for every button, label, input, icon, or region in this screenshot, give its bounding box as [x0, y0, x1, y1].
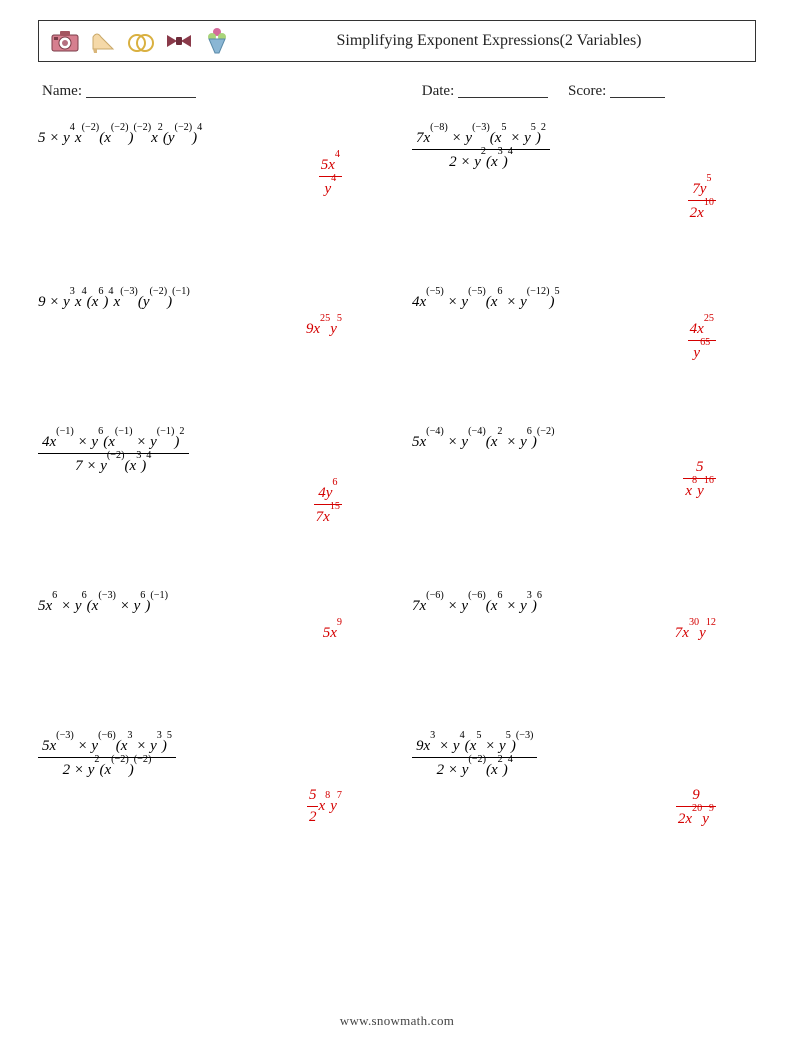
problem-expression: 9 × y3x4(x6)4x(−3)(y(−2))(−1)	[38, 292, 382, 311]
problem-answer: 5x9	[38, 623, 382, 642]
score-blank[interactable]	[610, 83, 665, 98]
shoe-icon	[87, 25, 119, 57]
worksheet-page: Simplifying Exponent Expressions(2 Varia…	[0, 0, 794, 828]
problem-1: 5 × y4x(−2)(x(−2))(−2)x2(y(−2))4 5x4y4	[38, 128, 382, 222]
problem-expression: 9x3 × y4(x5 × y5)(−3)2 × y(−2)(x2)4	[412, 736, 756, 779]
name-blank[interactable]	[86, 83, 196, 98]
problem-4: 4x(−5) × y(−5)(x6 × y(−12))5 4x25y65	[412, 292, 756, 362]
problem-expression: 5x(−4) × y(−4)(x2 × y6)(−2)	[412, 432, 756, 451]
date-blank[interactable]	[458, 83, 548, 98]
footer-url: www.snowmath.com	[0, 1013, 794, 1029]
problem-answer: 4x25y65	[412, 319, 756, 362]
problem-expression: 4x(−1) × y6(x(−1) × y(−1))27 × y(−2)(x3)…	[38, 432, 382, 475]
problems-grid: 5 × y4x(−2)(x(−2))(−2)x2(y(−2))4 5x4y4 7x(…	[38, 128, 756, 828]
worksheet-title: Simplifying Exponent Expressions(2 Varia…	[233, 32, 745, 50]
icecream-icon	[201, 25, 233, 57]
problem-expression: 5x6 × y6(x(−3) × y6)(−1)	[38, 596, 382, 615]
problem-8: 7x(−6) × y(−6)(x6 × y3)6 7x30y12	[412, 596, 756, 666]
problem-answer: 92x20y9	[412, 787, 756, 828]
rings-icon	[125, 25, 157, 57]
problem-3: 9 × y3x4(x6)4x(−3)(y(−2))(−1) 9x25y5	[38, 292, 382, 362]
problem-expression: 5x(−3) × y(−6)(x3 × y3)52 × y2(x(−2))(−2…	[38, 736, 382, 779]
name-label: Name:	[42, 83, 82, 99]
problem-5: 4x(−1) × y6(x(−1) × y(−1))27 × y(−2)(x3)…	[38, 432, 382, 526]
problem-10: 9x3 × y4(x5 × y5)(−3)2 × y(−2)(x2)4 92x20…	[412, 736, 756, 828]
problem-expression: 5 × y4x(−2)(x(−2))(−2)x2(y(−2))4	[38, 128, 382, 147]
problem-answer: 7y52x10	[412, 179, 756, 222]
meta-row: Name: Date: Score:	[38, 80, 756, 100]
problem-expression: 7x(−8) × y(−3)(x5 × y5)22 × y2(x3)4	[412, 128, 756, 171]
name-field: Name:	[42, 80, 422, 100]
problem-9: 5x(−3) × y(−6)(x3 × y3)52 × y2(x(−2))(−2…	[38, 736, 382, 828]
header-icons	[49, 25, 233, 57]
bowtie-icon	[163, 25, 195, 57]
problem-answer: 5x8y16	[412, 459, 756, 500]
date-field: Date:	[422, 80, 548, 100]
problem-answer: 52x8y7	[38, 787, 382, 826]
problem-expression: 4x(−5) × y(−5)(x6 × y(−12))5	[412, 292, 756, 311]
date-label: Date:	[422, 83, 454, 99]
problem-answer: 5x4y4	[38, 155, 382, 198]
problem-2: 7x(−8) × y(−3)(x5 × y5)22 × y2(x3)4 7y52x…	[412, 128, 756, 222]
problem-7: 5x6 × y6(x(−3) × y6)(−1) 5x9	[38, 596, 382, 666]
problem-answer: 4y67x15	[38, 483, 382, 526]
score-label: Score:	[568, 83, 606, 99]
camera-icon	[49, 25, 81, 57]
score-field: Score:	[568, 80, 665, 100]
problem-expression: 7x(−6) × y(−6)(x6 × y3)6	[412, 596, 756, 615]
problem-6: 5x(−4) × y(−4)(x2 × y6)(−2) 5x8y16	[412, 432, 756, 526]
header-box: Simplifying Exponent Expressions(2 Varia…	[38, 20, 756, 62]
problem-answer: 7x30y12	[412, 623, 756, 642]
problem-answer: 9x25y5	[38, 319, 382, 338]
